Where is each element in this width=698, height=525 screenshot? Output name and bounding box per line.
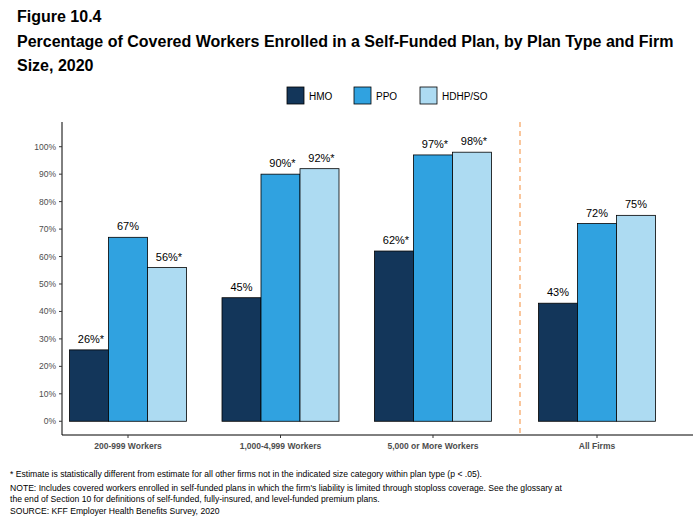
legend-swatch — [420, 87, 437, 104]
title: Percentage of Covered Workers Enrolled i… — [17, 33, 673, 74]
bar — [300, 169, 339, 422]
data-label: 67% — [117, 220, 139, 232]
bar — [453, 152, 492, 421]
y-tick-label: 20% — [39, 361, 56, 371]
x-tick — [597, 435, 598, 438]
y-tick — [59, 283, 62, 284]
x-tick — [128, 435, 129, 438]
y-tick-label: 60% — [39, 252, 56, 262]
y-tick — [59, 311, 62, 312]
bar — [617, 215, 656, 421]
y-tick-label: 70% — [39, 224, 56, 234]
y-tick — [59, 174, 62, 175]
y-tick-label: 100% — [34, 142, 56, 152]
y-tick-label: 80% — [39, 197, 56, 207]
y-tick-label: 30% — [39, 334, 56, 344]
bars — [70, 152, 656, 421]
footnote: NOTE: Includes covered workers enrolled … — [10, 483, 563, 493]
bar — [539, 303, 578, 421]
x-tick-label: 200-999 Workers — [94, 441, 162, 451]
y-tick — [59, 421, 62, 422]
bar — [222, 298, 261, 422]
y-axis — [62, 122, 63, 435]
x-tick — [280, 435, 281, 438]
footnote: SOURCE: KFF Employer Health Benefits Sur… — [10, 506, 220, 516]
bar — [261, 174, 300, 421]
bar — [148, 268, 187, 422]
y-tick — [59, 229, 62, 230]
data-label: 72% — [586, 207, 608, 219]
y-tick-label: 40% — [39, 306, 56, 316]
legend-label: HMO — [309, 91, 333, 102]
data-label: 56%* — [156, 251, 183, 263]
y-tick — [59, 201, 62, 202]
y-tick-label: 0% — [44, 416, 57, 426]
data-label: 43% — [547, 286, 569, 298]
data-label: 62%* — [383, 234, 410, 246]
data-label: 45% — [230, 281, 252, 293]
x-tick-label: All Firms — [579, 441, 616, 451]
bar — [70, 350, 109, 421]
y-tick-label: 50% — [39, 279, 56, 289]
footnote: the end of Section 10 for definitions of… — [10, 494, 380, 504]
figure-label: Figure 10.4 — [17, 8, 102, 25]
x-axis — [62, 435, 693, 436]
bar — [578, 224, 617, 422]
data-label: 97%* — [422, 138, 449, 150]
footnote: * Estimate is statistically different fr… — [10, 469, 482, 479]
legend-label: PPO — [376, 91, 397, 102]
chart: Figure 10.4 Percentage of Covered Workers… — [0, 0, 698, 525]
y-tick-label: 10% — [39, 389, 56, 399]
data-label: 90%* — [269, 157, 296, 169]
legend-swatch — [354, 87, 371, 104]
x-tick-label: 5,000 or More Workers — [387, 441, 478, 451]
background — [0, 0, 698, 525]
x-tick-label: 1,000-4,999 Workers — [240, 441, 322, 451]
y-tick — [59, 256, 62, 257]
data-label: 92%* — [308, 152, 335, 164]
legend-swatch — [287, 87, 304, 104]
bar — [109, 237, 148, 421]
y-tick — [59, 366, 62, 367]
bar — [375, 251, 414, 421]
data-label: 75% — [625, 198, 647, 210]
data-label: 98%* — [461, 135, 488, 147]
separator — [519, 122, 520, 435]
x-tick — [433, 435, 434, 438]
legend-label: HDHP/SO — [442, 91, 488, 102]
y-tick-label: 90% — [39, 169, 56, 179]
data-label: 26%* — [78, 333, 105, 345]
y-tick — [59, 338, 62, 339]
bar — [414, 155, 453, 421]
y-tick — [59, 146, 62, 147]
y-tick — [59, 393, 62, 394]
